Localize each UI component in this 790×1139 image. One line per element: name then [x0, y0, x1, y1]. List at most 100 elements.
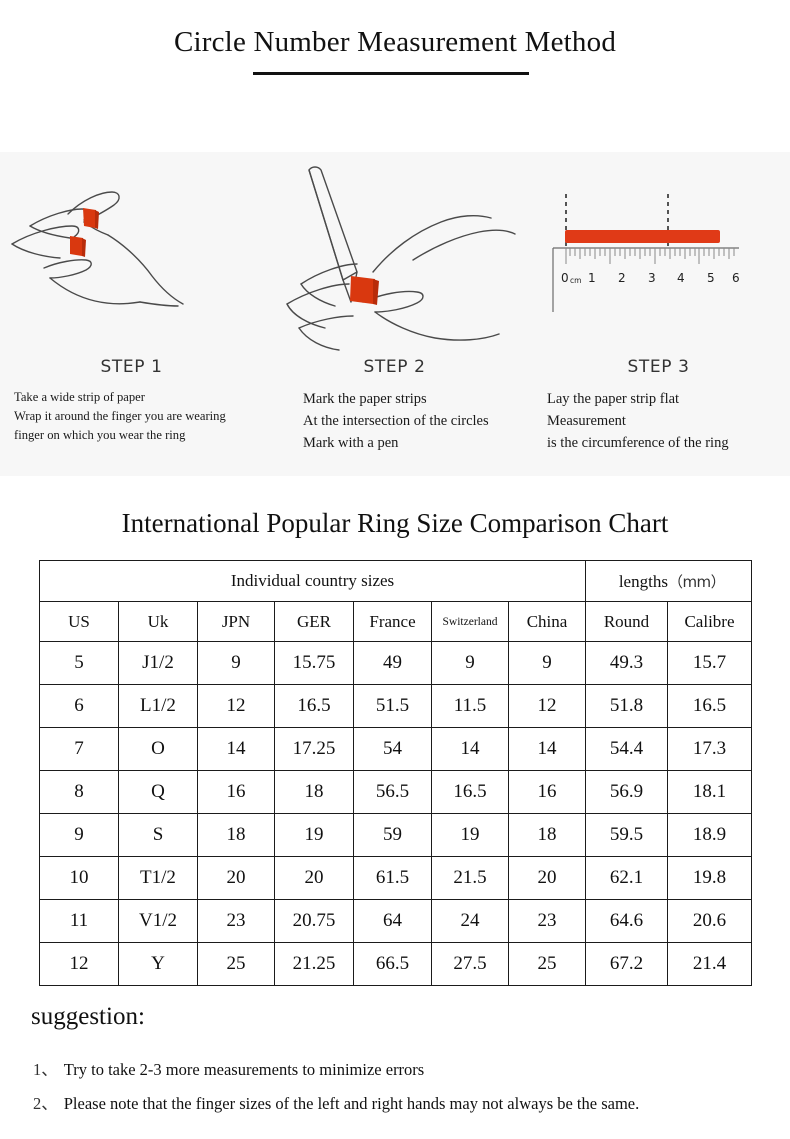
cell-china: 25 — [508, 942, 586, 986]
step-1-caption: Take a wide strip of paper Wrap it aroun… — [14, 388, 264, 445]
cell-ger: 17.25 — [274, 727, 354, 771]
steps-panel: STEP 1 Take a wide strip of paper Wrap i… — [0, 152, 790, 476]
cell-france: 61.5 — [353, 856, 432, 900]
cell-switzerland: 24 — [431, 899, 509, 943]
table-row: 5 J1/2 9 15.75 49 9 9 49.3 15.7 — [39, 641, 752, 685]
cell-france: 49 — [353, 641, 432, 685]
cell-ger: 19 — [274, 813, 354, 857]
cell-china: 20 — [508, 856, 586, 900]
suggestion-item-2-number: 2、 — [33, 1094, 58, 1113]
cell-jpn: 23 — [197, 899, 275, 943]
table-title: International Popular Ring Size Comparis… — [121, 508, 669, 538]
column-header-jpn: JPN — [197, 601, 275, 642]
svg-text:3: 3 — [648, 271, 656, 285]
cell-china: 14 — [508, 727, 586, 771]
cell-round: 67.2 — [585, 942, 668, 986]
table-row: 8 Q 16 18 56.5 16.5 16 56.9 18.1 — [39, 770, 752, 814]
step-2-line-3: Mark with a pen — [303, 435, 399, 452]
step-3: 0 cm 1 2 3 4 5 6 STEP 3 Lay the paper st… — [527, 152, 790, 476]
cell-jpn: 20 — [197, 856, 275, 900]
cell-round: 59.5 — [585, 813, 668, 857]
step-1-line-3: finger on which you wear the ring — [14, 428, 186, 443]
table-column-header-row: US Uk JPN GER France Switzerland China R… — [39, 601, 752, 642]
cell-round: 51.8 — [585, 684, 668, 728]
cell-us: 7 — [39, 727, 119, 771]
step-2-line-1: Mark the paper strips — [303, 391, 427, 407]
group-header-lengths: lengths（mm） — [585, 560, 752, 602]
step-3-line-1: Lay the paper strip flat — [547, 391, 680, 407]
cell-switzerland: 21.5 — [431, 856, 509, 900]
cell-ger: 20 — [274, 856, 354, 900]
step-3-caption: Lay the paper strip flat Measurement is … — [547, 388, 790, 454]
step-2-caption: Mark the paper strips At the intersectio… — [303, 388, 543, 454]
cell-switzerland: 11.5 — [431, 684, 509, 728]
column-header-china: China — [508, 601, 586, 642]
cell-round: 49.3 — [585, 641, 668, 685]
table-row: 7 O 14 17.25 54 14 14 54.4 17.3 — [39, 727, 752, 771]
suggestion-item-1-number: 1、 — [33, 1060, 58, 1079]
step-1-label: STEP 1 — [100, 357, 163, 377]
cell-us: 5 — [39, 641, 119, 685]
suggestion-item-2-text: Please note that the finger sizes of the… — [63, 1094, 640, 1113]
cell-france: 51.5 — [353, 684, 432, 728]
cell-switzerland: 27.5 — [431, 942, 509, 986]
cell-ger: 15.75 — [274, 641, 354, 685]
step-1-line-2: Wrap it around the finger you are wearin… — [14, 409, 226, 424]
ruler-zero: 0 — [561, 271, 569, 285]
step-3-line-2: Measurement — [547, 413, 626, 430]
column-header-switzerland: Switzerland — [431, 601, 509, 642]
cell-us: 8 — [39, 770, 119, 814]
cell-uk: T1/2 — [118, 856, 198, 900]
column-header-round: Round — [585, 601, 668, 642]
table-group-header-row: Individual country sizes lengths（mm） — [39, 560, 752, 602]
cell-us: 10 — [39, 856, 119, 900]
svg-text:5: 5 — [707, 271, 715, 285]
step-2: STEP 2 Mark the paper strips At the inte… — [263, 152, 526, 476]
cell-france: 66.5 — [353, 942, 432, 986]
cell-calibre: 16.5 — [667, 684, 752, 728]
cell-china: 9 — [508, 641, 586, 685]
step-2-line-2: At the intersection of the circles — [303, 413, 489, 430]
column-header-ger: GER — [274, 601, 354, 642]
cell-us: 9 — [39, 813, 119, 857]
cell-ger: 16.5 — [274, 684, 354, 728]
cell-jpn: 12 — [197, 684, 275, 728]
cell-france: 54 — [353, 727, 432, 771]
cell-uk: J1/2 — [118, 641, 198, 685]
column-header-uk: Uk — [118, 601, 198, 642]
svg-text:cm: cm — [570, 276, 581, 285]
cell-uk: Y — [118, 942, 198, 986]
step-2-label: STEP 2 — [363, 357, 426, 377]
cell-round: 54.4 — [585, 727, 668, 771]
cell-jpn: 25 — [197, 942, 275, 986]
cell-us: 6 — [39, 684, 119, 728]
cell-ger: 18 — [274, 770, 354, 814]
step-3-label: STEP 3 — [627, 357, 690, 377]
cell-calibre: 18.9 — [667, 813, 752, 857]
column-header-calibre: Calibre — [667, 601, 752, 642]
column-header-france: France — [353, 601, 432, 642]
suggestion-item-1-text: Try to take 2-3 more measurements to min… — [63, 1060, 425, 1079]
hand-with-paper-strips-illustration — [0, 152, 263, 357]
table-row: 10 T1/2 20 20 61.5 21.5 20 62.1 19.8 — [39, 856, 752, 900]
paper-strip-red — [565, 230, 720, 243]
cell-us: 12 — [39, 942, 119, 986]
hand-with-pen-illustration — [263, 152, 526, 357]
suggestion-item-2: 2、 Please note that the finger sizes of t… — [33, 1090, 639, 1114]
ruler-measurement-illustration: 0 cm 1 2 3 4 5 6 — [527, 152, 790, 357]
cell-uk: Q — [118, 770, 198, 814]
step-3-line-3: is the circumference of the ring — [547, 435, 729, 452]
cell-jpn: 14 — [197, 727, 275, 771]
group-header-country-sizes: Individual country sizes — [39, 560, 586, 602]
cell-uk: L1/2 — [118, 684, 198, 728]
cell-china: 23 — [508, 899, 586, 943]
title-underline — [253, 72, 529, 75]
cell-france: 56.5 — [353, 770, 432, 814]
cell-uk: V1/2 — [118, 899, 198, 943]
page-title: Circle Number Measurement Method — [173, 26, 617, 58]
cell-calibre: 19.8 — [667, 856, 752, 900]
cell-jpn: 9 — [197, 641, 275, 685]
svg-text:4: 4 — [677, 271, 685, 285]
step-1-line-1: Take a wide strip of paper — [14, 390, 145, 404]
